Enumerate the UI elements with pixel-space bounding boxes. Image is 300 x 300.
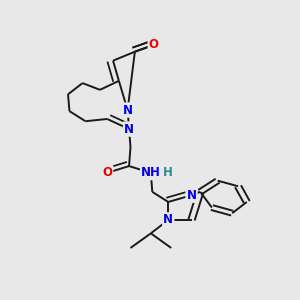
Text: H: H: [163, 166, 172, 179]
Text: O: O: [149, 38, 159, 52]
Text: NH: NH: [141, 166, 161, 179]
Text: O: O: [149, 38, 159, 52]
Text: N: N: [163, 213, 173, 226]
Text: O: O: [102, 166, 112, 179]
Text: N: N: [123, 103, 133, 116]
Text: O: O: [102, 166, 112, 179]
Text: N: N: [124, 123, 134, 136]
Text: N: N: [124, 123, 134, 136]
Text: N: N: [187, 189, 196, 202]
Text: N: N: [123, 103, 133, 116]
Text: N: N: [163, 213, 173, 226]
Text: N: N: [187, 189, 196, 202]
